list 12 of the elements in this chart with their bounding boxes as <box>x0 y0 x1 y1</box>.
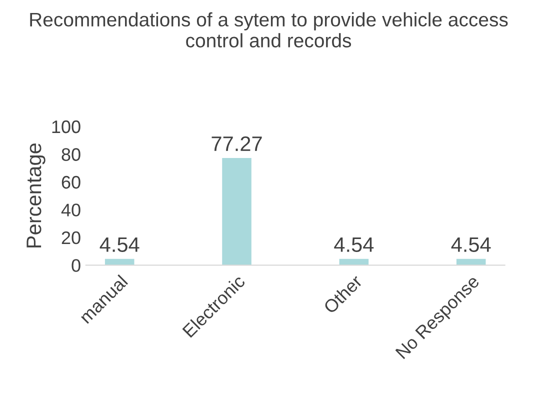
y-tick-label: 60 <box>62 176 80 189</box>
data-label: 4.54 <box>100 237 140 252</box>
y-tick-label: 0 <box>72 259 80 272</box>
chart-title: Recommendations of a sytem to provide vehicle access control and records <box>30 12 508 48</box>
data-label: 4.54 <box>451 237 491 252</box>
y-tick-label: 80 <box>62 148 80 161</box>
data-label: 77.27 <box>212 136 262 151</box>
data-label: 4.54 <box>334 237 374 252</box>
y-tick-label: 100 <box>52 120 80 134</box>
y-tick-label: 20 <box>62 231 80 244</box>
y-axis-title: Percentage <box>26 143 46 248</box>
y-tick-label: 40 <box>61 204 80 216</box>
